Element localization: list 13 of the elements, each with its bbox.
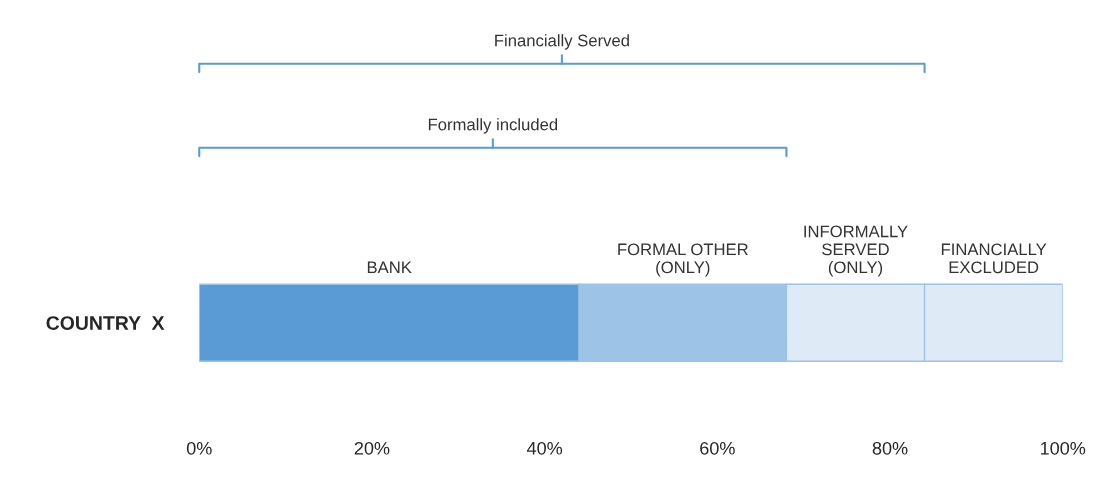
x-tick-label: 80% — [872, 441, 908, 455]
y-tick-label: COUNTRY X — [46, 316, 165, 330]
text: Financially Served — [495, 34, 629, 50]
text: Formally included — [428, 118, 558, 134]
x-tick-label: 40% — [526, 441, 563, 455]
series-label: FORMAL OTHER (ONLY) — [618, 243, 748, 277]
series-label: FINANCIALLY EXCLUDED — [941, 243, 1047, 274]
x-tick-label: 0% — [186, 441, 212, 455]
x-tick-label: 100% — [1041, 441, 1086, 455]
x-tick-label: 60% — [700, 441, 735, 455]
x-tick-label: 20% — [354, 441, 390, 455]
series-label: BANK — [367, 261, 412, 274]
series-label: INFORMALLY SERVED (ONLY) — [804, 225, 908, 277]
